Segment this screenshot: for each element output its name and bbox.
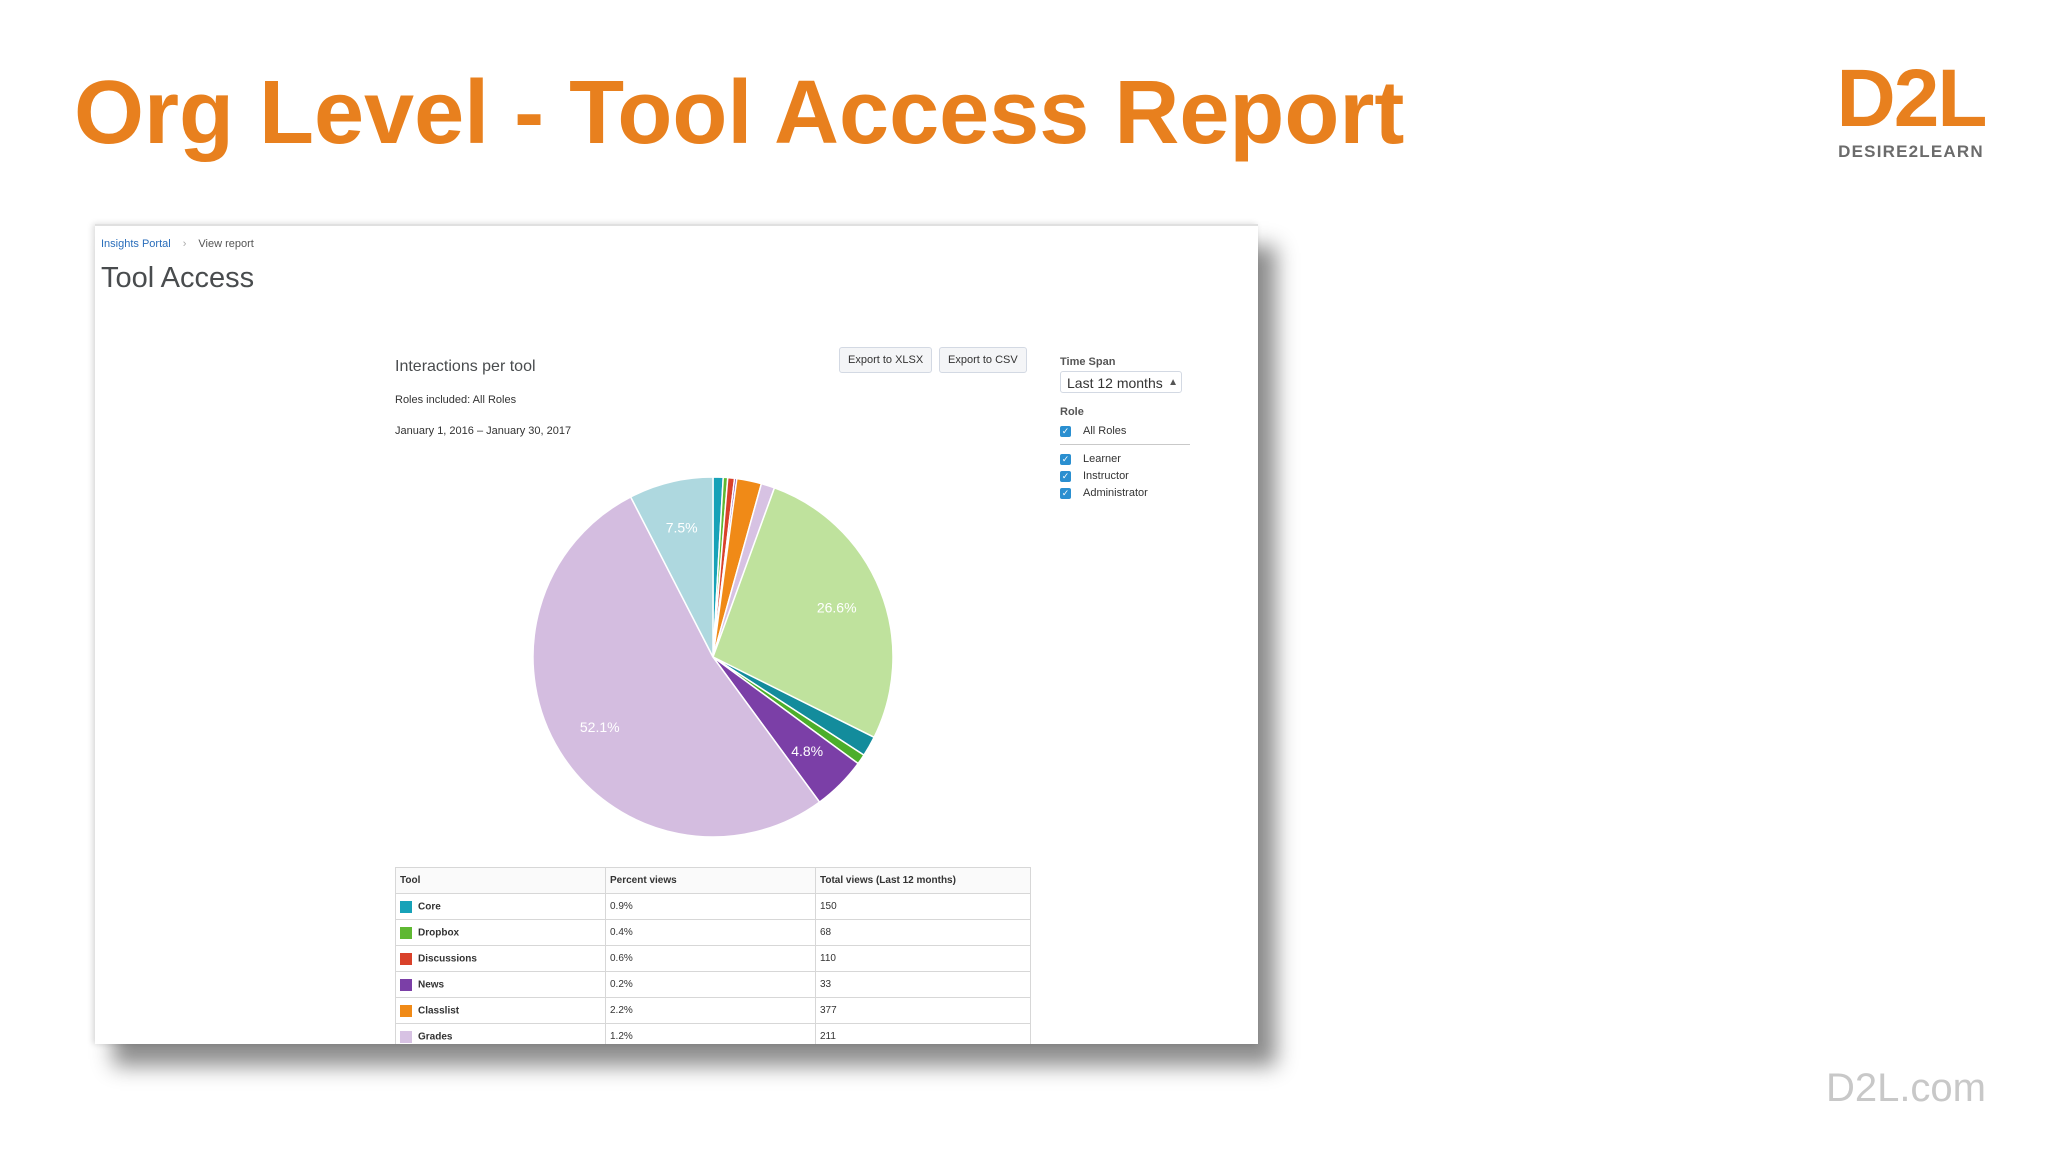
tool-name: Dropbox (418, 927, 460, 939)
tool-cell: Dropbox (395, 919, 606, 946)
table-row: Core 0.9% 150 (395, 893, 1031, 920)
export-xlsx-button[interactable]: Export to XLSX (839, 347, 933, 373)
column-header-percent-views: Percent views (605, 867, 816, 894)
page-title: Tool Access (101, 262, 255, 294)
percent-cell: 0.2% (605, 971, 816, 998)
series-swatch (400, 926, 412, 939)
footer-url: D2L.com (1825, 1066, 1986, 1110)
role-checkbox-administrator[interactable]: ✓ Administrator (1060, 486, 1148, 500)
role-checkbox-learner[interactable]: ✓ Learner (1060, 452, 1121, 466)
role-option-label: Learner (1083, 453, 1121, 465)
tool-name: Classlist (418, 1005, 460, 1017)
pie-slice (712, 486, 894, 739)
column-header-tool: Tool (395, 867, 606, 894)
role-divider (1060, 444, 1190, 445)
percent-cell: 1.2% (605, 1023, 816, 1044)
slide-title: Org Level - Tool Access Report (74, 63, 1405, 163)
breadcrumb-separator: › (182, 238, 187, 250)
series-swatch (400, 1030, 412, 1043)
pie-data-label: 52.1% (580, 719, 620, 735)
column-header-total-views: Total views (Last 12 months) (815, 867, 1031, 894)
d2l-logo: D2L DESIRE2LEARN (1836, 53, 1988, 162)
total-cell: 150 (815, 893, 1031, 920)
tool-name: Discussions (418, 953, 477, 965)
tool-name: News (418, 979, 445, 991)
total-cell: 68 (815, 919, 1031, 946)
checkbox-checked-icon[interactable]: ✓ (1060, 487, 1071, 499)
total-cell: 33 (815, 971, 1031, 998)
chart-title: Interactions per tool (395, 358, 536, 375)
role-option-label: Administrator (1083, 487, 1148, 499)
role-checkbox-instructor[interactable]: ✓ Instructor (1060, 469, 1129, 483)
checkbox-checked-icon[interactable]: ✓ (1060, 425, 1071, 437)
table-row: Classlist 2.2% 377 (395, 997, 1031, 1024)
total-cell: 211 (815, 1023, 1031, 1044)
total-cell: 110 (815, 945, 1031, 972)
table-row: Dropbox 0.4% 68 (395, 919, 1031, 946)
breadcrumb: Insights Portal › View report (101, 238, 254, 250)
tool-cell: Core (395, 893, 606, 920)
role-checkbox-all-roles[interactable]: ✓ All Roles (1060, 424, 1126, 438)
checkbox-checked-icon[interactable]: ✓ (1060, 470, 1071, 482)
tool-cell: Discussions (395, 945, 606, 972)
date-range-text: January 1, 2016 – January 30, 2017 (395, 425, 572, 437)
time-span-select[interactable]: Last 12 months ▲ (1060, 371, 1182, 393)
tool-name: Grades (418, 1031, 453, 1043)
pie-data-label: 7.5% (666, 520, 698, 536)
table-header-row: Tool Percent views Total views (Last 12 … (395, 867, 1031, 894)
export-csv-button[interactable]: Export to CSV (939, 347, 1027, 373)
roles-included-text: Roles included: All Roles (395, 394, 517, 406)
tool-cell: News (395, 971, 606, 998)
role-label: Role (1060, 406, 1084, 418)
role-option-label: Instructor (1083, 470, 1129, 482)
logo-mark: D2L (1836, 53, 1988, 144)
select-arrows-icon: ▲ (1168, 377, 1178, 388)
time-span-value: Last 12 months (1067, 375, 1163, 391)
percent-cell: 0.9% (605, 893, 816, 920)
tool-cell: Grades (395, 1023, 606, 1044)
report-screenshot: Insights Portal › View report Tool Access … (95, 224, 1258, 1044)
logo-tagline: DESIRE2LEARN (1838, 142, 1984, 161)
tool-name: Core (418, 901, 441, 913)
percent-cell: 2.2% (605, 997, 816, 1024)
table-row: Discussions 0.6% 110 (395, 945, 1031, 972)
role-option-label: All Roles (1083, 425, 1127, 437)
pie-data-label: 26.6% (817, 600, 857, 616)
breadcrumb-insights-portal-link[interactable]: Insights Portal (101, 238, 171, 250)
tool-cell: Classlist (395, 997, 606, 1024)
breadcrumb-current: View report (198, 238, 254, 250)
series-swatch (400, 1004, 412, 1017)
table-row: Grades 1.2% 211 (395, 1023, 1031, 1044)
series-swatch (400, 952, 412, 965)
pie-slice (532, 495, 821, 838)
table-row: News 0.2% 33 (395, 971, 1031, 998)
percent-cell: 0.4% (605, 919, 816, 946)
checkbox-checked-icon[interactable]: ✓ (1060, 453, 1071, 465)
time-span-label: Time Span (1060, 356, 1116, 368)
tool-views-table: Tool Percent views Total views (Last 12 … (395, 867, 1031, 1044)
interactions-pie-chart: 26.6% 4.8% 52.1% 7.5% (532, 476, 894, 838)
percent-cell: 0.6% (605, 945, 816, 972)
series-swatch (400, 978, 412, 991)
pie-slice (629, 476, 714, 658)
pie-data-label: 4.8% (791, 743, 823, 759)
series-swatch (400, 900, 412, 913)
total-cell: 377 (815, 997, 1031, 1024)
